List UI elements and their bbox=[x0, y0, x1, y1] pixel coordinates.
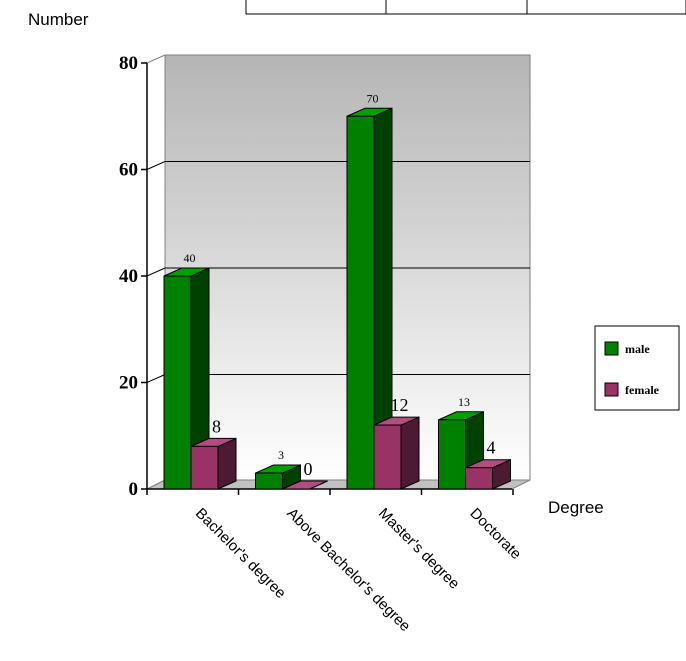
bar-front-male-3 bbox=[438, 419, 466, 490]
gridline-side-20 bbox=[146, 374, 166, 383]
category-label-0: Bachelor's degree bbox=[192, 505, 289, 602]
data-label-male-0: 40 bbox=[184, 251, 196, 265]
y-axis-ticks: 0 20 40 60 80 bbox=[119, 53, 147, 500]
legend-swatch-male bbox=[604, 341, 619, 356]
data-labels: 40 8 3 0 70 12 13 4 bbox=[184, 91, 496, 479]
data-label-male-1: 3 bbox=[278, 448, 284, 462]
bar-front-male-1 bbox=[255, 472, 283, 490]
legend-label-female: female bbox=[625, 383, 660, 397]
bar-side-female-2 bbox=[400, 416, 420, 490]
y-tick-label-0: 0 bbox=[129, 479, 139, 500]
bar-front-female-0 bbox=[190, 445, 219, 490]
bar-female-0 bbox=[190, 437, 237, 490]
bar-front-female-2 bbox=[373, 424, 402, 490]
gridline-side-40 bbox=[146, 267, 166, 277]
table-fragment bbox=[245, 0, 686, 15]
bar-top-female-1 bbox=[282, 480, 328, 490]
bar-front-female-3 bbox=[465, 467, 493, 490]
bar-female-3 bbox=[465, 458, 511, 490]
bar-side-female-0 bbox=[217, 437, 237, 490]
data-label-female-1: 0 bbox=[304, 459, 313, 479]
bar-male-0 bbox=[163, 267, 210, 490]
data-label-male-2: 70 bbox=[367, 91, 379, 105]
data-label-male-3: 13 bbox=[458, 395, 470, 409]
bar-front-male-2 bbox=[346, 115, 375, 490]
y-axis-title: Number bbox=[28, 10, 89, 29]
data-label-female-2: 12 bbox=[391, 395, 409, 415]
legend-box bbox=[594, 325, 680, 411]
legend: male female bbox=[594, 325, 680, 411]
bars bbox=[163, 107, 511, 490]
bar-front-male-0 bbox=[163, 275, 192, 490]
bar-female-1 bbox=[282, 480, 328, 490]
y-tick-label-80: 80 bbox=[119, 53, 138, 74]
x-axis-title: Degree bbox=[548, 498, 604, 517]
category-label-2: Master's degree bbox=[375, 505, 463, 593]
y-tick-label-40: 40 bbox=[119, 266, 138, 287]
legend-swatch-female bbox=[604, 382, 619, 397]
data-label-female-0: 8 bbox=[212, 416, 221, 436]
legend-label-male: male bbox=[625, 342, 650, 356]
x-axis-ticks bbox=[146, 489, 514, 495]
y-tick-label-60: 60 bbox=[119, 160, 138, 181]
data-label-female-3: 4 bbox=[487, 438, 496, 458]
y-tick-label-20: 20 bbox=[119, 373, 138, 394]
category-label-3: Doctorate bbox=[466, 505, 524, 563]
gridline-side-60 bbox=[146, 161, 166, 170]
bar-female-2 bbox=[373, 416, 420, 490]
